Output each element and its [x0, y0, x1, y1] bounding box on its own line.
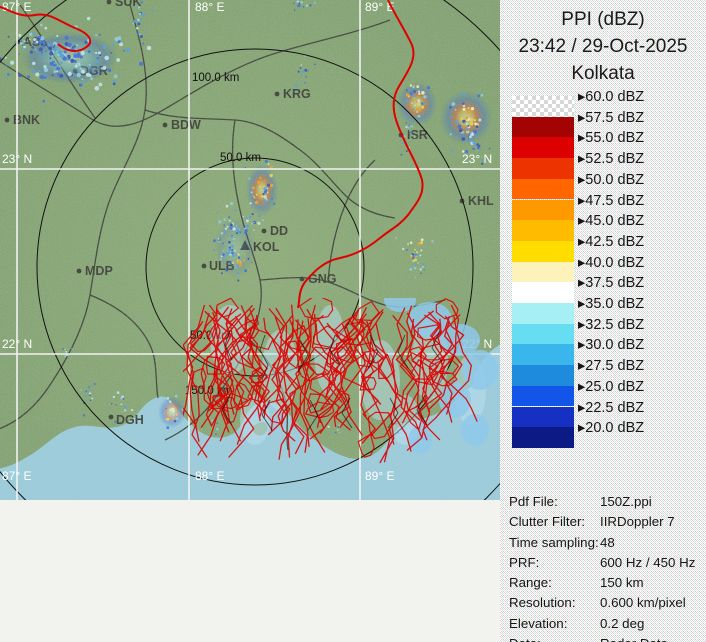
svg-text:50.0 km: 50.0 km	[220, 152, 261, 164]
svg-text:22° N: 22° N	[2, 337, 32, 351]
svg-text:87° E: 87° E	[2, 0, 31, 14]
svg-text:88° E: 88° E	[195, 469, 224, 483]
svg-text:87° E: 87° E	[2, 469, 31, 483]
svg-text:89° E: 89° E	[365, 469, 394, 483]
svg-text:23° N: 23° N	[462, 152, 492, 166]
svg-text:100.0 km: 100.0 km	[192, 72, 239, 84]
svg-text:23° N: 23° N	[2, 152, 32, 166]
svg-text:88° E: 88° E	[195, 0, 224, 14]
